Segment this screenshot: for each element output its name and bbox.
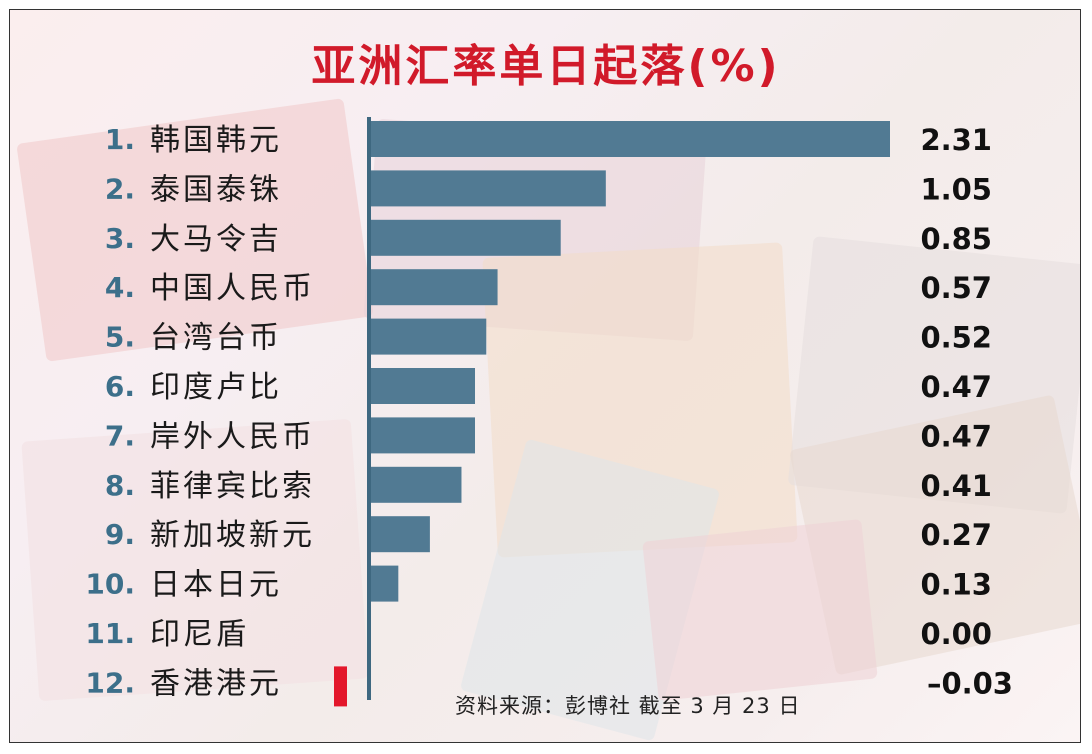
bar-rows: 1. 韩国韩元 2.31 2. 泰国泰铢 1.05 3. 大马令吉 0.85 4. 中国人民币 0.5…	[85, 121, 1013, 707]
source-note: 资料来源：彭博社 截至 3 月 23 日	[455, 694, 801, 718]
value-label: 0.47	[920, 370, 992, 404]
rank-label: 2.	[105, 172, 135, 205]
bar-negative	[334, 666, 347, 707]
rank-label: 1.	[105, 123, 135, 156]
rank-label: 11.	[85, 617, 135, 650]
bar	[369, 269, 498, 306]
bar	[369, 417, 476, 454]
rank-label: 4.	[105, 271, 135, 304]
value-label: 2.31	[920, 123, 992, 157]
category-label: 岸外人民币	[150, 419, 315, 454]
category-label: 新加坡新元	[150, 518, 315, 553]
rank-label: 7.	[105, 419, 135, 452]
value-label: 0.13	[920, 568, 992, 602]
chart-title: 亚洲汇率单日起落(%)	[311, 41, 781, 92]
bar	[369, 121, 890, 157]
value-label: 0.57	[920, 271, 992, 305]
bar	[369, 219, 561, 256]
rank-label: 6.	[105, 370, 135, 403]
category-label: 香港港元	[150, 666, 282, 701]
value-label: 0.52	[920, 321, 992, 355]
value-label: 0.85	[920, 222, 992, 256]
rank-label: 3.	[105, 222, 135, 255]
value-label: 0.27	[920, 518, 992, 552]
bar	[369, 466, 462, 503]
rank-label: 10.	[85, 568, 135, 601]
value-label: 0.47	[920, 419, 992, 453]
value-label: –0.03	[927, 666, 1013, 700]
bar	[369, 368, 476, 404]
bar	[369, 565, 399, 602]
category-label: 韩国韩元	[150, 123, 282, 158]
bar	[369, 318, 487, 355]
category-label: 印度卢比	[150, 370, 282, 405]
category-label: 日本日元	[150, 568, 282, 603]
category-label: 中国人民币	[150, 271, 315, 306]
category-label: 泰国泰铢	[150, 172, 282, 207]
value-label: 0.00	[920, 617, 992, 651]
category-label: 印尼盾	[150, 617, 249, 652]
value-label: 0.41	[920, 469, 992, 503]
value-label: 1.05	[920, 172, 992, 206]
rank-label: 9.	[105, 518, 135, 551]
category-label: 菲律宾比索	[150, 469, 315, 504]
category-label: 大马令吉	[150, 222, 282, 257]
bar	[369, 170, 606, 207]
rank-label: 12.	[85, 666, 135, 699]
rank-label: 8.	[105, 469, 135, 502]
rank-label: 5.	[105, 321, 135, 354]
bar	[369, 516, 430, 553]
category-label: 台湾台币	[150, 321, 282, 356]
